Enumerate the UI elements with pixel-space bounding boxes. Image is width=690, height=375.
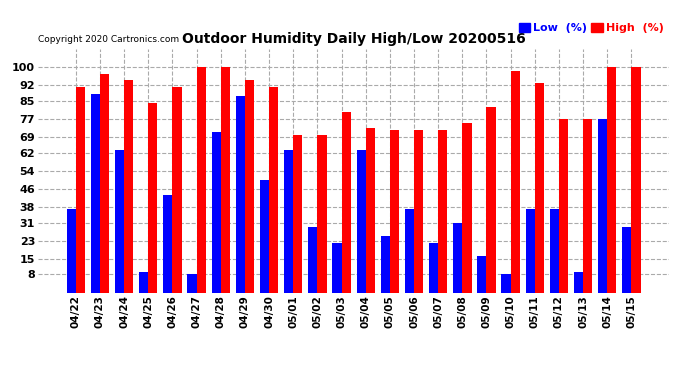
Bar <box>486 107 495 292</box>
Bar <box>631 67 640 292</box>
Bar <box>269 87 278 292</box>
Bar <box>115 150 124 292</box>
Bar <box>188 274 197 292</box>
Bar <box>366 128 375 292</box>
Bar <box>317 135 326 292</box>
Bar <box>148 103 157 292</box>
Bar <box>260 180 269 292</box>
Bar <box>197 67 206 292</box>
Bar <box>212 132 221 292</box>
Bar <box>236 96 245 292</box>
Bar <box>124 80 133 292</box>
Bar <box>502 274 511 292</box>
Bar <box>390 130 399 292</box>
Bar <box>172 87 181 292</box>
Bar <box>598 119 607 292</box>
Bar <box>293 135 302 292</box>
Bar <box>76 87 85 292</box>
Bar <box>405 209 414 292</box>
Bar <box>574 272 583 292</box>
Text: Copyright 2020 Cartronics.com: Copyright 2020 Cartronics.com <box>38 35 179 44</box>
Bar <box>357 150 366 292</box>
Bar <box>607 67 616 292</box>
Bar <box>583 119 592 292</box>
Bar <box>91 94 100 292</box>
Bar <box>100 74 109 292</box>
Bar <box>381 236 390 292</box>
Bar <box>535 82 544 292</box>
Bar <box>462 123 471 292</box>
Bar <box>67 209 76 292</box>
Bar <box>429 243 438 292</box>
Title: Outdoor Humidity Daily High/Low 20200516: Outdoor Humidity Daily High/Low 20200516 <box>181 32 526 46</box>
Bar <box>477 256 486 292</box>
Bar <box>414 130 423 292</box>
Bar <box>438 130 447 292</box>
Bar <box>221 67 230 292</box>
Bar <box>511 71 520 292</box>
Bar <box>550 209 559 292</box>
Bar <box>308 227 317 292</box>
Bar <box>342 112 351 292</box>
Bar <box>526 209 535 292</box>
Bar <box>139 272 148 292</box>
Bar <box>622 227 631 292</box>
Bar <box>164 195 172 292</box>
Bar <box>245 80 254 292</box>
Bar <box>559 119 568 292</box>
Bar <box>453 222 462 292</box>
Bar <box>333 243 342 292</box>
Legend: Low  (%), High  (%): Low (%), High (%) <box>519 22 664 33</box>
Bar <box>284 150 293 292</box>
